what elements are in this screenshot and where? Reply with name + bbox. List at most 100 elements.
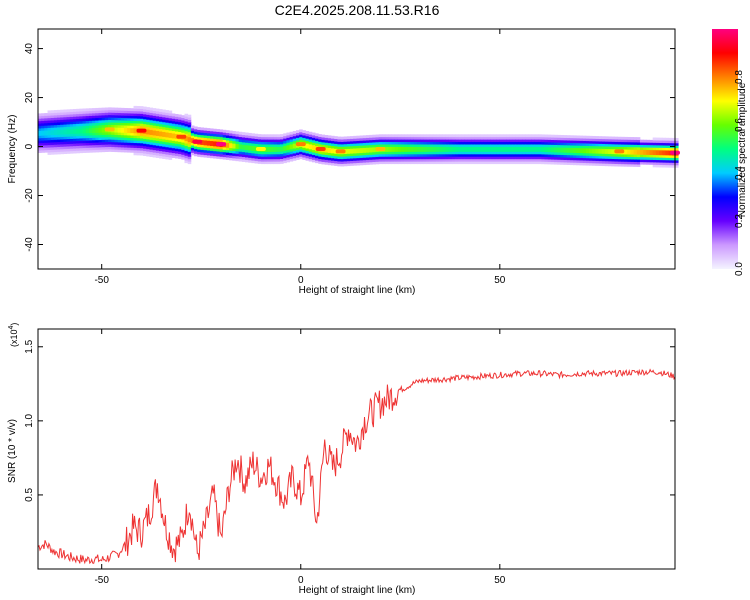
heatmap-cell — [111, 124, 115, 128]
heatmap-cell — [417, 144, 421, 147]
heatmap-cell — [159, 118, 163, 122]
heatmap-cell — [120, 144, 125, 148]
heatmap-cell — [467, 156, 472, 160]
heatmap-cell — [76, 145, 80, 149]
heatmap-cell — [213, 136, 217, 139]
heatmap-cell — [248, 154, 252, 158]
heatmap-cell — [190, 145, 195, 148]
heatmap-cell — [50, 139, 55, 143]
heatmap-cell — [38, 132, 42, 136]
heatmap-cell — [299, 156, 303, 160]
heatmap-cell — [404, 141, 408, 145]
heatmap-cell — [442, 149, 447, 152]
heatmap-cell — [159, 121, 163, 125]
heatmap-cell — [604, 146, 609, 150]
heatmap-cell — [356, 138, 361, 141]
heatmap-cell — [385, 149, 389, 152]
heatmap-cell — [442, 156, 447, 160]
heatmap-cell — [213, 143, 217, 147]
heatmap-cell — [601, 138, 606, 142]
heatmap-cell — [624, 149, 628, 152]
heatmap-cell — [209, 148, 214, 151]
heatmap-cell — [624, 163, 628, 167]
heatmap-cell — [471, 134, 475, 138]
heatmap-cell — [232, 150, 236, 154]
heatmap-cell — [270, 141, 275, 145]
heatmap-cell — [206, 142, 211, 146]
heatmap-cell — [582, 160, 587, 164]
heatmap-cell — [483, 153, 488, 157]
heatmap-cell — [598, 163, 603, 166]
heatmap-cell — [566, 152, 571, 156]
heatmap-cell — [420, 156, 424, 160]
heatmap-cell — [50, 122, 55, 126]
heatmap-cell — [410, 139, 415, 143]
heatmap-cell — [652, 162, 657, 165]
heatmap-cell — [337, 139, 341, 142]
heatmap-cell — [401, 134, 405, 138]
heatmap-cell — [95, 112, 99, 116]
heatmap-cell — [636, 149, 641, 153]
heatmap-cell — [413, 151, 418, 155]
heatmap-cell — [582, 135, 587, 139]
heatmap-cell — [350, 155, 354, 159]
heatmap-cell — [662, 147, 666, 151]
heatmap-cell — [245, 139, 249, 143]
heatmap-cell — [162, 156, 166, 159]
heatmap-cell — [139, 145, 144, 149]
heatmap-cell — [53, 151, 58, 155]
heatmap-cell — [82, 115, 87, 119]
heatmap-cell — [471, 151, 475, 155]
heatmap-cell — [120, 117, 125, 121]
heatmap-cell — [98, 142, 103, 145]
heatmap-cell — [104, 146, 109, 150]
heatmap-cell — [452, 151, 456, 155]
heatmap-cell — [442, 151, 447, 155]
heatmap-cell — [130, 108, 134, 112]
heatmap-cell — [104, 149, 109, 152]
heatmap-cell — [662, 145, 666, 148]
heatmap-cell — [534, 153, 539, 157]
snr-x-axis-label: Height of straight line (km) — [299, 585, 416, 596]
heatmap-cell — [286, 147, 291, 151]
heatmap-cell — [260, 136, 265, 140]
x-tick-label: 50 — [494, 275, 506, 286]
heatmap-cell — [79, 125, 83, 129]
heatmap-cell — [350, 143, 354, 147]
heatmap-cell — [601, 155, 606, 159]
heatmap-cell — [225, 139, 230, 143]
heatmap-cell — [378, 153, 383, 157]
heatmap-cell — [452, 144, 456, 147]
heatmap-cell — [225, 144, 230, 148]
heatmap-cell — [429, 134, 434, 138]
heatmap-cell — [589, 150, 593, 154]
heatmap-cell — [155, 145, 160, 149]
heatmap-cell — [598, 160, 603, 164]
heatmap-cell — [321, 134, 326, 138]
heatmap-cell — [324, 159, 329, 163]
heatmap-cell — [327, 162, 332, 166]
heatmap-cell — [375, 158, 380, 162]
heatmap-cell — [165, 154, 169, 157]
heatmap-cell — [101, 149, 106, 153]
heatmap-cell — [120, 110, 125, 114]
heatmap-cell — [589, 140, 593, 144]
heatmap-cell — [410, 158, 415, 162]
heatmap-cell — [165, 127, 169, 131]
heatmap-cell — [436, 158, 440, 162]
heatmap-cell — [331, 138, 335, 142]
heatmap-cell — [108, 109, 112, 113]
heatmap-cell — [617, 146, 622, 150]
heatmap-cell — [550, 137, 555, 140]
heatmap-cell — [101, 137, 106, 140]
heatmap-cell — [152, 108, 157, 111]
heatmap-cell — [76, 125, 80, 129]
heatmap-cell — [359, 137, 364, 141]
colorbar-tick-label: 0.4 — [734, 166, 745, 180]
heatmap-cell — [146, 114, 150, 118]
heatmap-cell — [225, 137, 230, 141]
heatmap-cell — [630, 159, 634, 162]
heatmap-cell — [671, 142, 676, 146]
heatmap-cell — [283, 135, 287, 139]
heatmap-cell — [257, 156, 262, 159]
